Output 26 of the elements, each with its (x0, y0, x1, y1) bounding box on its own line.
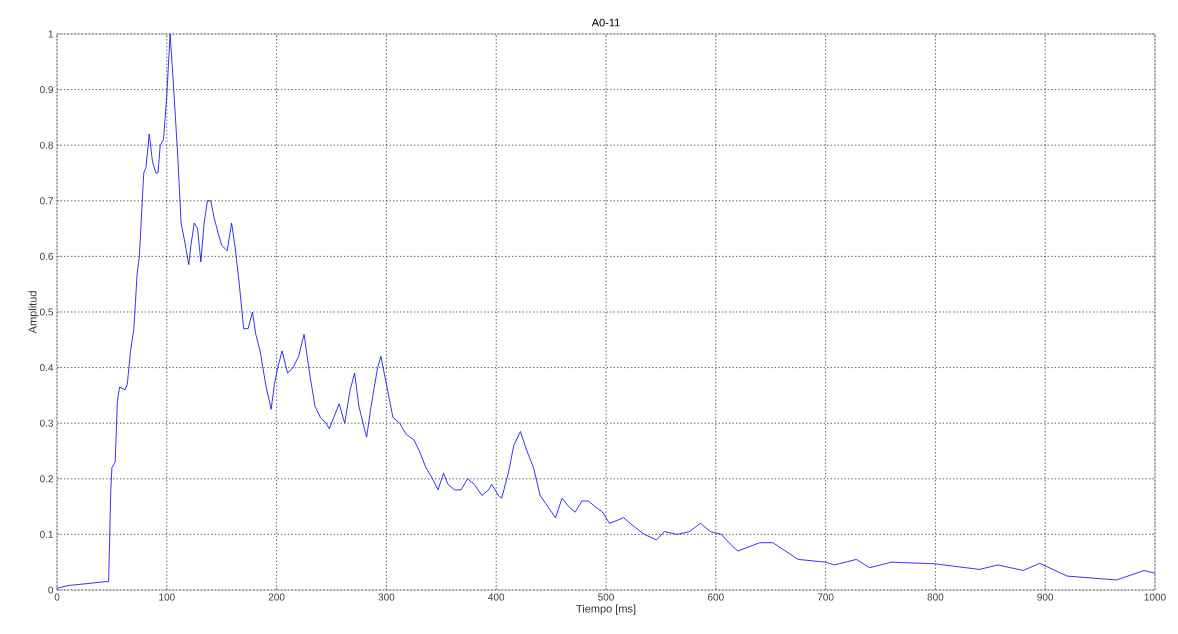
x-tick-label: 400 (488, 593, 505, 601)
y-tick-label: 0.6 (39, 252, 54, 260)
x-tick-label: 200 (268, 593, 285, 601)
x-tick-label: 900 (1037, 593, 1054, 601)
y-tick-label: 0.1 (39, 530, 53, 538)
x-tick-label: 300 (378, 593, 395, 601)
x-tick-label: 0 (54, 593, 60, 601)
line-series (57, 33, 1155, 589)
x-tick-label: 500 (598, 593, 614, 601)
x-axis-title: Tiempo [ms] (576, 604, 636, 615)
y-tick-label: 0 (48, 586, 54, 594)
y-tick-label: 1 (48, 30, 53, 38)
y-tick-label: 0.5 (39, 308, 54, 316)
y-tick-label: 0.4 (39, 364, 54, 372)
x-tick-label: 800 (927, 593, 944, 601)
y-tick-label: 0.7 (39, 197, 53, 205)
y-tick-label: 0.9 (39, 86, 54, 94)
y-tick-label: 0.3 (39, 419, 54, 427)
x-tick-label: 1000 (1144, 593, 1166, 601)
y-tick-label: 0.8 (39, 141, 54, 149)
y-tick-label: 0.2 (39, 475, 53, 483)
chart-title: A0-11 (591, 18, 620, 27)
y-axis-title: Amplitud (28, 291, 39, 334)
x-tick-label: 700 (817, 593, 834, 601)
x-tick-label: 600 (707, 593, 724, 601)
x-tick-label: 100 (159, 593, 175, 601)
